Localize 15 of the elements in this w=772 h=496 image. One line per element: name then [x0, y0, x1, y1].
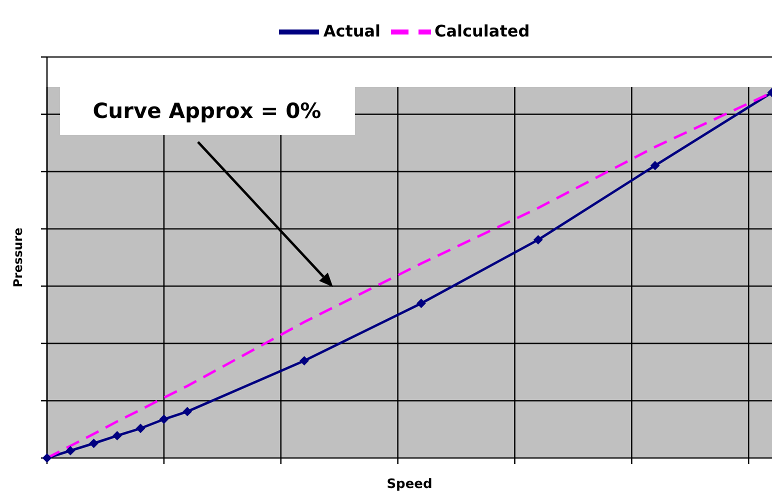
- x-axis-title: Speed: [386, 477, 432, 492]
- point: [136, 424, 146, 433]
- point: [112, 431, 122, 440]
- point: [66, 446, 75, 456]
- point: [650, 161, 660, 170]
- point: [89, 438, 98, 448]
- point: [534, 235, 543, 244]
- y-axis-title: Pressure: [11, 228, 25, 288]
- annotation: Curve Approx = 0%: [92, 99, 322, 123]
- point: [182, 407, 192, 416]
- legend-label: Actual: [323, 21, 381, 40]
- legend-label: Calculated: [434, 21, 530, 40]
- point: [416, 298, 426, 308]
- point: [159, 414, 168, 424]
- point: [300, 356, 309, 366]
